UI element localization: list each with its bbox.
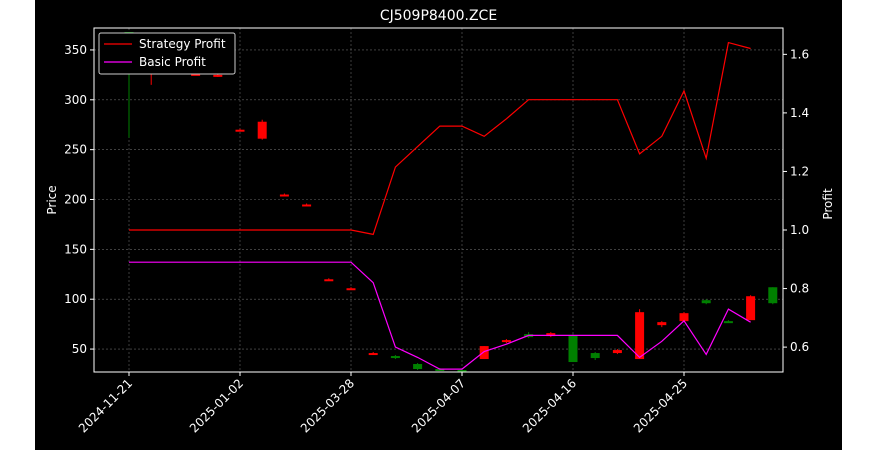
candle-body [723, 321, 733, 324]
candle-body [746, 296, 756, 321]
candle-body [435, 369, 445, 372]
figure-background [35, 0, 842, 450]
candle-body [346, 288, 356, 291]
candle-body [568, 335, 578, 363]
candle-body [368, 353, 378, 356]
legend: Strategy Profit Basic Profit [98, 32, 236, 75]
y-tick-label-left: 350 [64, 43, 87, 57]
y-tick-label-right: 1.0 [790, 223, 809, 237]
legend-box [98, 32, 236, 75]
candle-body [279, 194, 289, 197]
y-tick-label-left: 100 [64, 292, 87, 306]
candle-body [679, 313, 689, 322]
candle-body [612, 350, 622, 354]
strategy-profit-line [129, 41, 751, 236]
legend-basic-label: Basic Profit [139, 55, 206, 69]
candle-body [768, 287, 778, 304]
candle-body [501, 340, 511, 343]
legend-strategy-label: Strategy Profit [139, 37, 226, 51]
candle-body [302, 204, 312, 207]
candle-body [413, 364, 423, 370]
candle-body [701, 300, 711, 304]
y-tick-label-left: 50 [72, 342, 87, 356]
y-tick-label-right: 0.8 [790, 282, 809, 296]
y-axis-label-right: Profit [821, 188, 835, 220]
y-tick-label-right: 1.4 [790, 106, 809, 120]
candle-body [191, 73, 201, 76]
chart-title: CJ509P8400.ZCE [380, 8, 497, 24]
candle-body [390, 356, 400, 359]
candle-body [479, 346, 489, 360]
y-tick-label-left: 200 [64, 193, 87, 207]
y-tick-label-right: 1.2 [790, 164, 809, 178]
candle-body [457, 370, 467, 373]
candle-body [546, 333, 556, 337]
y-tick-label-left: 150 [64, 242, 87, 256]
candle-body [213, 74, 223, 77]
candle-body [257, 121, 267, 139]
y-tick-label-left: 300 [64, 93, 87, 107]
candle-body [635, 312, 645, 360]
basic-profit-line [129, 261, 751, 370]
plot-area [94, 28, 783, 373]
y-tick-label-right: 1.6 [790, 47, 809, 61]
candle-body [324, 279, 334, 282]
candle-body [235, 129, 245, 132]
candle-body [657, 322, 667, 326]
candle-body [590, 353, 600, 359]
y-tick-label-left: 250 [64, 143, 87, 157]
y-tick-label-right: 0.6 [790, 340, 809, 354]
y-axis-label-left: Price [45, 185, 59, 214]
